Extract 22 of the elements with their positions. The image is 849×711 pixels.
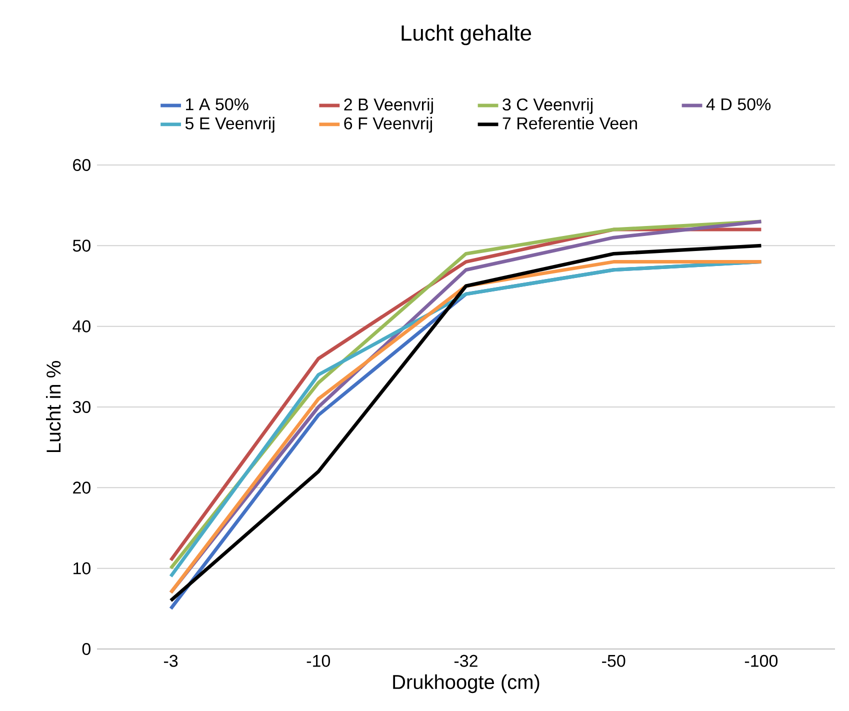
x-tick-label: -10: [306, 654, 330, 667]
y-tick-label: 0: [82, 642, 90, 656]
y-tick-label: 10: [74, 562, 90, 574]
y-tick-label: 50: [72, 240, 90, 252]
y-tick-label: 40: [72, 320, 90, 332]
x-axis-title: Drukhoogte (cm): [393, 674, 540, 694]
x-tick-label: -32: [454, 654, 478, 667]
x-tick-label: -100: [744, 654, 778, 667]
legend-label: 6 F Veenvrij: [344, 116, 432, 133]
legend-label: 7 Referentie Veen: [502, 116, 637, 130]
legend-label: 5 E Veenvrij: [185, 116, 274, 133]
chart-title: Lucht gehalte: [402, 24, 532, 46]
x-tick-label: -50: [602, 654, 626, 667]
y-tick-label: 20: [73, 482, 90, 494]
legend-label: 3 C Veenvrij: [502, 98, 592, 114]
y-axis-title: Lucht in %: [46, 361, 61, 452]
legend-label: 2 B Veenvrij: [344, 98, 433, 114]
y-tick-label: 60: [73, 158, 90, 172]
y-tick-label: 30: [72, 400, 90, 414]
legend-label: 1 A 50%: [186, 98, 248, 110]
x-tick-label: -3: [164, 654, 178, 667]
legend-label: 4 D 50%: [706, 98, 771, 110]
